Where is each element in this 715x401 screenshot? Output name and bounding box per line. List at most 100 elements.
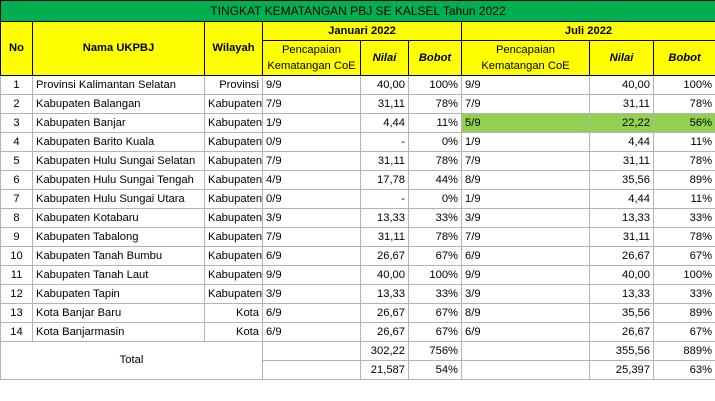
avg-jan-pencapaian-empty[interactable] — [262, 360, 361, 380]
row-jul-pencapaian[interactable]: 5/9 — [461, 113, 590, 133]
row-wilayah[interactable]: Kabupaten — [204, 189, 263, 209]
row-no[interactable]: 11 — [0, 265, 33, 285]
total-jan-pencapaian-empty[interactable] — [262, 341, 361, 361]
row-jul-nilai[interactable]: 31,11 — [589, 94, 654, 114]
row-jul-bobot[interactable]: 33% — [652, 284, 715, 304]
row-jul-nilai[interactable]: 13,33 — [589, 284, 654, 304]
row-jul-pencapaian[interactable]: 7/9 — [461, 151, 590, 171]
row-jul-pencapaian[interactable]: 9/9 — [461, 75, 590, 95]
total-jul-bobot-sum[interactable]: 889% — [652, 341, 715, 361]
row-nama-ukpbj[interactable]: Kabupaten Kotabaru — [32, 208, 205, 228]
row-jul-pencapaian[interactable]: 1/9 — [461, 132, 590, 152]
row-wilayah[interactable]: Kabupaten — [204, 284, 263, 304]
row-jul-nilai[interactable]: 35,56 — [589, 303, 654, 323]
total-jan-bobot-sum[interactable]: 756% — [408, 341, 462, 361]
row-jan-nilai[interactable]: 17,78 — [360, 170, 409, 190]
row-jul-bobot[interactable]: 78% — [652, 151, 715, 171]
header-jul-pencapaian[interactable]: Pencapaian Kematangan CoE — [461, 40, 590, 76]
row-jul-pencapaian[interactable]: 7/9 — [461, 94, 590, 114]
row-jan-nilai[interactable]: 40,00 — [360, 265, 409, 285]
row-jul-nilai[interactable]: 31,11 — [589, 227, 654, 247]
row-jul-pencapaian[interactable]: 3/9 — [461, 208, 590, 228]
row-jan-bobot[interactable]: 11% — [408, 113, 462, 133]
row-jul-nilai[interactable]: 35,56 — [589, 170, 654, 190]
row-jan-bobot[interactable]: 78% — [408, 94, 462, 114]
row-jan-pencapaian[interactable]: 7/9 — [262, 151, 361, 171]
row-jan-nilai[interactable]: - — [360, 189, 409, 209]
sheet-title[interactable]: TINGKAT KEMATANGAN PBJ SE KALSEL Tahun 2… — [0, 0, 715, 22]
row-jul-pencapaian[interactable]: 6/9 — [461, 246, 590, 266]
avg-jan-nilai[interactable]: 21,587 — [360, 360, 409, 380]
row-wilayah[interactable]: Provinsi — [204, 75, 263, 95]
row-jan-nilai[interactable]: 13,33 — [360, 284, 409, 304]
row-jul-nilai[interactable]: 22,22 — [589, 113, 654, 133]
row-jul-pencapaian[interactable]: 8/9 — [461, 170, 590, 190]
header-jan-nilai[interactable]: Nilai — [360, 40, 409, 76]
row-nama-ukpbj[interactable]: Kabupaten Hulu Sungai Selatan — [32, 151, 205, 171]
row-nama-ukpbj[interactable]: Kabupaten Hulu Sungai Tengah — [32, 170, 205, 190]
row-no[interactable]: 5 — [0, 151, 33, 171]
row-jan-pencapaian[interactable]: 1/9 — [262, 113, 361, 133]
row-no[interactable]: 7 — [0, 189, 33, 209]
row-jul-pencapaian[interactable]: 3/9 — [461, 284, 590, 304]
row-jan-bobot[interactable]: 44% — [408, 170, 462, 190]
row-jan-pencapaian[interactable]: 0/9 — [262, 189, 361, 209]
row-jul-pencapaian[interactable]: 6/9 — [461, 322, 590, 342]
row-no[interactable]: 6 — [0, 170, 33, 190]
row-jan-nilai[interactable]: 26,67 — [360, 246, 409, 266]
row-jan-pencapaian[interactable]: 3/9 — [262, 284, 361, 304]
header-wilayah[interactable]: Wilayah — [204, 21, 263, 76]
row-no[interactable]: 9 — [0, 227, 33, 247]
row-jul-pencapaian[interactable]: 8/9 — [461, 303, 590, 323]
row-wilayah[interactable]: Kota — [204, 303, 263, 323]
total-jan-nilai-sum[interactable]: 302,22 — [360, 341, 409, 361]
header-jul-nilai[interactable]: Nilai — [589, 40, 654, 76]
row-jan-pencapaian[interactable]: 7/9 — [262, 227, 361, 247]
row-jan-pencapaian[interactable]: 0/9 — [262, 132, 361, 152]
row-nama-ukpbj[interactable]: Provinsi Kalimantan Selatan — [32, 75, 205, 95]
row-jan-nilai[interactable]: 40,00 — [360, 75, 409, 95]
row-wilayah[interactable]: Kota — [204, 322, 263, 342]
row-jul-bobot[interactable]: 56% — [652, 113, 715, 133]
row-jan-bobot[interactable]: 33% — [408, 284, 462, 304]
row-jan-bobot[interactable]: 67% — [408, 303, 462, 323]
row-jan-bobot[interactable]: 67% — [408, 246, 462, 266]
row-jan-bobot[interactable]: 33% — [408, 208, 462, 228]
row-wilayah[interactable]: Kabupaten — [204, 132, 263, 152]
row-wilayah[interactable]: Kabupaten — [204, 170, 263, 190]
row-jan-bobot[interactable]: 100% — [408, 75, 462, 95]
row-jul-bobot[interactable]: 67% — [652, 322, 715, 342]
row-no[interactable]: 13 — [0, 303, 33, 323]
row-jan-pencapaian[interactable]: 6/9 — [262, 303, 361, 323]
row-wilayah[interactable]: Kabupaten — [204, 208, 263, 228]
row-no[interactable]: 1 — [0, 75, 33, 95]
row-jan-bobot[interactable]: 100% — [408, 265, 462, 285]
row-nama-ukpbj[interactable]: Kota Banjar Baru — [32, 303, 205, 323]
row-jan-bobot[interactable]: 78% — [408, 227, 462, 247]
row-jan-pencapaian[interactable]: 6/9 — [262, 322, 361, 342]
row-jul-nilai[interactable]: 40,00 — [589, 265, 654, 285]
row-jul-bobot[interactable]: 89% — [652, 170, 715, 190]
row-jan-pencapaian[interactable]: 9/9 — [262, 265, 361, 285]
row-nama-ukpbj[interactable]: Kabupaten Tabalong — [32, 227, 205, 247]
row-jul-nilai[interactable]: 4,44 — [589, 132, 654, 152]
avg-jul-nilai[interactable]: 25,397 — [589, 360, 654, 380]
row-jul-bobot[interactable]: 67% — [652, 246, 715, 266]
row-nama-ukpbj[interactable]: Kabupaten Hulu Sungai Utara — [32, 189, 205, 209]
row-jul-bobot[interactable]: 33% — [652, 208, 715, 228]
row-jan-nilai[interactable]: 26,67 — [360, 303, 409, 323]
avg-jul-pencapaian-empty[interactable] — [461, 360, 590, 380]
row-jan-bobot[interactable]: 67% — [408, 322, 462, 342]
header-jul-bobot[interactable]: Bobot — [652, 40, 715, 76]
row-jul-pencapaian[interactable]: 1/9 — [461, 189, 590, 209]
header-jan-pencapaian[interactable]: Pencapaian Kematangan CoE — [262, 40, 361, 76]
row-wilayah[interactable]: Kabupaten — [204, 246, 263, 266]
row-jan-nilai[interactable]: 31,11 — [360, 227, 409, 247]
row-wilayah[interactable]: Kabupaten — [204, 265, 263, 285]
header-januari-2022[interactable]: Januari 2022 — [262, 21, 462, 41]
row-jan-bobot[interactable]: 0% — [408, 189, 462, 209]
row-no[interactable]: 12 — [0, 284, 33, 304]
row-jan-nilai[interactable]: 4,44 — [360, 113, 409, 133]
row-jul-bobot[interactable]: 78% — [652, 94, 715, 114]
row-wilayah[interactable]: Kabupaten — [204, 227, 263, 247]
